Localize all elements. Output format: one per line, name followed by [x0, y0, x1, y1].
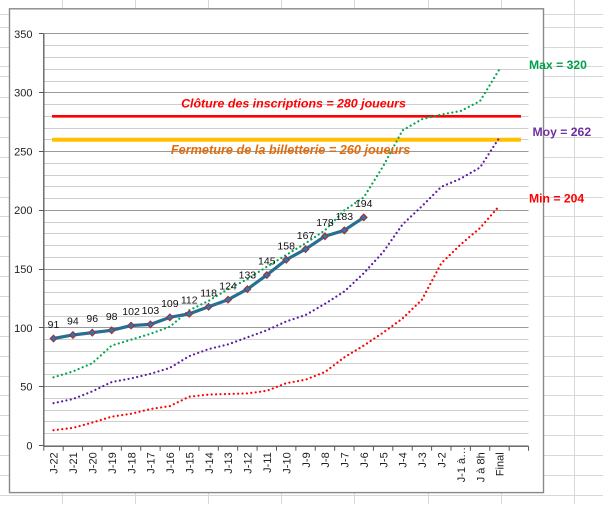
svg-text:350: 350: [14, 29, 32, 41]
svg-text:183: 183: [336, 211, 354, 223]
svg-text:J-4: J-4: [398, 452, 410, 467]
svg-text:J-11: J-11: [262, 452, 274, 473]
svg-text:J-20: J-20: [87, 452, 99, 473]
svg-text:94: 94: [67, 316, 79, 328]
svg-text:145: 145: [258, 256, 276, 268]
svg-text:J-15: J-15: [184, 452, 196, 473]
svg-text:Final: Final: [495, 452, 507, 476]
svg-text:50: 50: [20, 382, 32, 394]
svg-text:250: 250: [14, 147, 32, 159]
svg-text:J-3: J-3: [417, 452, 429, 467]
svg-text:J-5: J-5: [378, 452, 390, 467]
svg-text:J-19: J-19: [107, 452, 119, 473]
svg-text:Fermeture de la billetterie =: Fermeture de la billetterie = 260 joueur…: [171, 143, 410, 157]
svg-text:J à 8h: J à 8h: [475, 452, 487, 482]
svg-text:J-1 à…: J-1 à…: [456, 447, 468, 482]
svg-text:J-16: J-16: [165, 452, 177, 473]
svg-text:150: 150: [14, 264, 32, 276]
svg-text:J-13: J-13: [223, 452, 235, 473]
svg-text:103: 103: [142, 305, 160, 317]
svg-text:200: 200: [14, 205, 32, 217]
svg-text:J-21: J-21: [68, 452, 80, 473]
svg-text:102: 102: [122, 306, 140, 318]
svg-text:178: 178: [316, 217, 334, 229]
svg-text:118: 118: [200, 287, 217, 299]
svg-text:J-14: J-14: [204, 452, 216, 473]
svg-text:158: 158: [277, 240, 295, 252]
svg-text:Moy = 262: Moy = 262: [533, 125, 592, 139]
svg-text:300: 300: [14, 88, 32, 100]
svg-text:J-8: J-8: [320, 452, 332, 467]
svg-text:0: 0: [26, 440, 32, 452]
svg-text:100: 100: [14, 323, 32, 335]
svg-text:98: 98: [106, 311, 118, 323]
svg-text:109: 109: [161, 298, 179, 310]
svg-text:J-6: J-6: [359, 452, 371, 467]
svg-text:Max = 320: Max = 320: [529, 58, 587, 72]
svg-text:J-18: J-18: [126, 452, 138, 473]
svg-text:91: 91: [48, 319, 60, 331]
svg-text:J-12: J-12: [243, 452, 255, 473]
svg-text:J-10: J-10: [281, 452, 293, 473]
svg-text:J-9: J-9: [301, 452, 313, 467]
svg-text:J-7: J-7: [340, 452, 352, 467]
svg-text:112: 112: [181, 294, 198, 306]
svg-text:124: 124: [219, 280, 237, 292]
svg-text:J-17: J-17: [146, 452, 158, 473]
svg-text:167: 167: [297, 230, 315, 242]
svg-text:194: 194: [355, 198, 373, 210]
svg-text:Clôture des inscriptions = 280: Clôture des inscriptions = 280 joueurs: [181, 97, 406, 111]
svg-text:Min = 204: Min = 204: [529, 191, 584, 205]
svg-text:133: 133: [239, 270, 257, 282]
svg-text:96: 96: [86, 313, 98, 325]
svg-text:J-22: J-22: [49, 452, 61, 473]
svg-text:J-2: J-2: [437, 452, 449, 467]
